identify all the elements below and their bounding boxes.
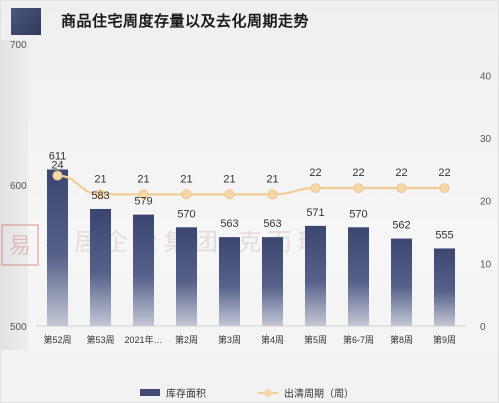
axes: 第52周 第53周 2021年… 第2周 第3周 第4周 第5周 第6-7周 第8周 第9周 500…: [10, 40, 492, 345]
x-tick-label: 第2周: [175, 334, 198, 345]
legend-bar-swatch: [140, 389, 160, 396]
legend: 库存面积 出清周期（周）: [0, 385, 499, 400]
left-y-tick-label: 700: [10, 40, 27, 51]
bar-value-label: 611: [49, 150, 67, 162]
right-y-tick-label: 30: [480, 134, 492, 145]
data-labels: 611 583 579 570 563 563 571 570 562 555 24 21 21 21 21…: [49, 150, 454, 241]
line-value-label: 22: [352, 167, 364, 179]
bar-series: [47, 169, 455, 326]
left-y-tick-label: 500: [10, 322, 27, 333]
bar-value-label: 570: [349, 208, 367, 220]
bar-stock: [434, 248, 455, 326]
x-tick-label: 第3周: [218, 334, 241, 345]
bar-value-label: 570: [177, 208, 195, 220]
cycle-marker: [267, 189, 278, 200]
title-marker: [11, 8, 41, 35]
cycle-marker: [310, 183, 321, 194]
cycle-marker: [396, 183, 407, 194]
line-series: [52, 170, 450, 200]
right-y-tick-label: 40: [480, 71, 492, 82]
right-y-tick-label: 10: [480, 259, 492, 270]
cycle-marker: [52, 170, 63, 181]
cycle-marker: [138, 189, 149, 200]
bar-value-label: 562: [392, 220, 410, 232]
cycle-marker: [439, 183, 450, 194]
bar-stock: [391, 238, 412, 326]
cycle-marker: [224, 189, 235, 200]
legend-stock-label: 库存面积: [166, 389, 206, 400]
x-tick-label: 2021年…: [124, 334, 162, 345]
bar-value-label: 571: [306, 207, 324, 219]
x-tick-label: 第6-7周: [343, 334, 374, 345]
line-value-label: 24: [51, 159, 63, 171]
bar-value-label: 555: [435, 229, 453, 241]
bar-stock: [90, 208, 111, 326]
bar-stock: [176, 227, 197, 326]
right-y-tick-label: 20: [480, 197, 492, 208]
chart-title: 商品住宅周度存量以及去化周期走势: [61, 13, 310, 30]
left-y-tick-label: 600: [10, 181, 27, 192]
line-value-label: 21: [223, 173, 235, 185]
line-value-label: 22: [438, 167, 450, 179]
bar-value-label: 563: [263, 218, 281, 230]
left-decor-strip: [0, 40, 28, 350]
bar-stock: [262, 237, 283, 326]
cycle-marker: [353, 183, 364, 194]
bar-value-label: 579: [134, 196, 152, 208]
legend-cycle-label: 出清周期（周）: [284, 389, 354, 400]
bar-stock: [348, 227, 369, 326]
line-value-label: 22: [395, 167, 407, 179]
x-tick-label: 第4周: [261, 334, 284, 345]
legend-item-cycle: 出清周期（周）: [258, 385, 354, 400]
line-value-label: 21: [180, 173, 192, 185]
bar-stock: [305, 225, 326, 326]
right-y-tick-label: 0: [480, 322, 486, 333]
x-tick-label: 第52周: [43, 334, 71, 345]
line-value-label: 21: [94, 173, 106, 185]
bar-stock: [47, 169, 68, 326]
x-tick-label: 第9周: [433, 334, 456, 345]
cycle-marker: [181, 189, 192, 200]
bar-value-label: 563: [220, 218, 238, 230]
bar-stock: [133, 214, 154, 326]
x-tick-label: 第8周: [390, 334, 413, 345]
cycle-marker: [95, 189, 106, 200]
cycle-line: [57, 174, 445, 196]
watermark-seal: 易: [9, 234, 31, 259]
legend-line-swatch: [258, 388, 278, 397]
line-value-label: 21: [266, 173, 278, 185]
line-value-label: 22: [309, 167, 321, 179]
legend-item-stock: 库存面积: [140, 385, 206, 400]
line-value-label: 21: [137, 173, 149, 185]
bar-stock: [219, 237, 240, 326]
bar-value-label: 583: [91, 190, 109, 202]
x-tick-label: 第53周: [86, 334, 114, 345]
x-tick-label: 第5周: [304, 334, 327, 345]
